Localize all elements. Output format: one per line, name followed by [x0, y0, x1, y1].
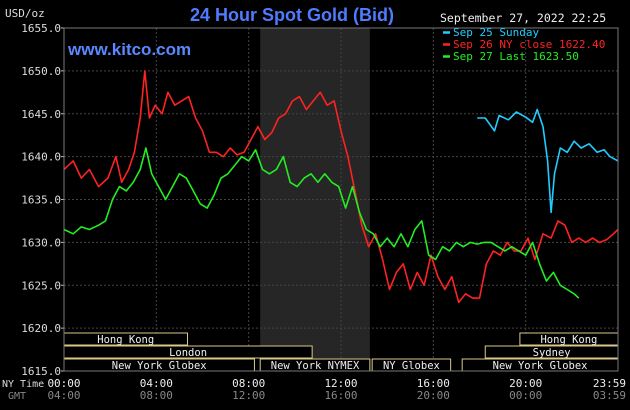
session-label: Hong Kong [97, 334, 154, 346]
nymex-session-shading [260, 28, 370, 371]
ny-time-tick: 23:59 [593, 377, 626, 390]
session-label: New York Globex [493, 360, 588, 372]
gmt-time-tick: 20:00 [417, 389, 450, 402]
gmt-time-tick: 03:59 [593, 389, 626, 402]
gmt-time-tick: 00:00 [509, 389, 542, 402]
y-tick-label: 1615.0 [21, 365, 61, 378]
gmt-label: GMT [8, 391, 26, 402]
legend-entry: Sep 25 Sunday [453, 26, 539, 39]
ny-time-tick: 04:00 [140, 377, 173, 390]
chart-title: 24 Hour Spot Gold (Bid) [190, 5, 394, 25]
y-tick-label: 1645.0 [21, 108, 61, 121]
legend-entry: Sep 26 NY close 1622.40 [453, 38, 605, 51]
gmt-time-tick: 04:00 [47, 389, 80, 402]
y-tick-label: 1650.0 [21, 65, 61, 78]
session-label: NY Globex [383, 360, 440, 372]
plot-border [63, 27, 619, 372]
y-tick-label: 1655.0 [21, 22, 61, 35]
unit-label: USD/oz [5, 7, 45, 20]
y-tick-label: 1630.0 [21, 236, 61, 249]
website-label: www.kitco.com [67, 40, 191, 59]
ny-time-tick: 08:00 [232, 377, 265, 390]
y-tick-label: 1625.0 [21, 279, 61, 292]
session-label: New York Globex [112, 360, 207, 372]
session-label: Hong Kong [540, 334, 597, 346]
ny-time-tick: 16:00 [417, 377, 450, 390]
series-line-2 [63, 70, 619, 304]
y-tick-label: 1620.0 [21, 322, 61, 335]
ny-time-label: NY Time [2, 379, 44, 390]
y-tick-label: 1635.0 [21, 194, 61, 207]
ny-time-tick: 00:00 [47, 377, 80, 390]
ny-time-tick: 12:00 [324, 377, 357, 390]
series-line-3 [63, 147, 580, 299]
session-label: New York NYMEX [271, 360, 360, 372]
gmt-time-tick: 12:00 [232, 389, 265, 402]
series-line-1 [477, 108, 619, 214]
y-tick-label: 1640.0 [21, 151, 61, 164]
session-label: Sydney [533, 347, 571, 359]
gmt-time-tick: 16:00 [324, 389, 357, 402]
legend-entry: Sep 27 Last 1623.50 [453, 50, 579, 63]
timestamp: September 27, 2022 22:25 [440, 11, 606, 25]
ny-time-tick: 20:00 [509, 377, 542, 390]
session-label: London [169, 347, 207, 359]
gmt-time-tick: 08:00 [140, 389, 173, 402]
